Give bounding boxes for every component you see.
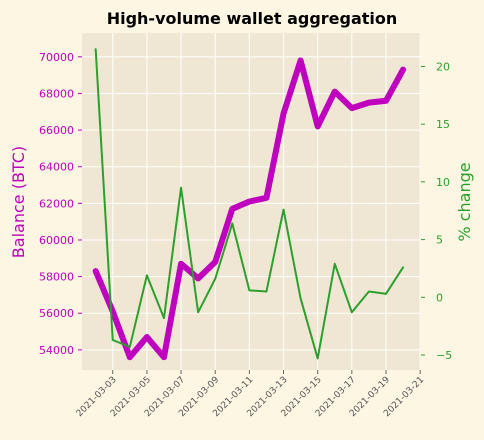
left-axis: 54000 56000 58000 60000 62000 64000 66000 68000… xyxy=(39,51,82,357)
left-tick-label: 64000 xyxy=(39,161,74,174)
series-layer xyxy=(92,48,407,361)
left-tick-label: 58000 xyxy=(39,271,74,284)
right-tick-label: −5 xyxy=(436,349,452,362)
right-tick-label: 20 xyxy=(436,60,450,73)
left-tick-label: 66000 xyxy=(39,124,74,137)
left-tick-label: 56000 xyxy=(39,307,74,320)
right-tick-label: 15 xyxy=(436,118,450,131)
left-tick-label: 68000 xyxy=(39,87,74,100)
right-axis-label: % change xyxy=(455,162,474,241)
right-axis: −5 0 5 10 15 20 xyxy=(421,60,452,362)
grid-lines xyxy=(82,33,421,370)
series-line-balance xyxy=(92,57,407,361)
series-line-pct_change xyxy=(94,48,405,360)
chart-title: High-volume wallet aggregation xyxy=(107,9,398,28)
left-tick-label: 62000 xyxy=(39,197,74,210)
left-axis-label: Balance (BTC) xyxy=(9,146,28,258)
left-tick-label: 60000 xyxy=(39,234,74,247)
left-tick-label: 70000 xyxy=(39,51,74,64)
right-tick-label: 10 xyxy=(436,176,450,189)
right-tick-label: 5 xyxy=(436,234,443,247)
right-tick-label: 0 xyxy=(436,291,443,304)
left-tick-label: 54000 xyxy=(39,344,74,357)
